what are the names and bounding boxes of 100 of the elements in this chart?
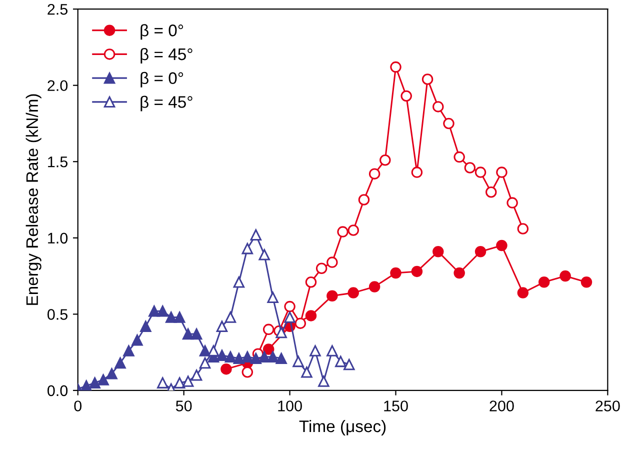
- point: [580, 276, 592, 288]
- point: [190, 370, 202, 381]
- point: [337, 226, 348, 238]
- point: [506, 197, 518, 208]
- point: [250, 229, 262, 240]
- point: [538, 276, 550, 288]
- point: [157, 305, 168, 317]
- point: [443, 118, 454, 130]
- point: [380, 154, 391, 166]
- point: [262, 324, 274, 336]
- point: [344, 358, 355, 370]
- legend-label: β = 0°: [140, 24, 184, 40]
- point: [348, 224, 359, 236]
- point: [474, 246, 486, 258]
- point: [258, 351, 270, 363]
- point: [174, 377, 186, 388]
- point: [157, 377, 168, 388]
- point: [411, 166, 423, 178]
- point: [390, 267, 402, 279]
- y-tick-label: 0.0: [47, 385, 68, 396]
- point: [560, 270, 571, 282]
- point: [140, 320, 152, 332]
- point: [242, 351, 254, 363]
- point: [496, 166, 508, 178]
- point: [496, 240, 508, 252]
- point: [220, 363, 232, 375]
- point: [276, 352, 287, 364]
- point: [485, 186, 497, 198]
- point: [517, 223, 529, 234]
- point: [411, 266, 423, 278]
- point: [305, 276, 317, 288]
- x-tick-label: 0: [74, 400, 82, 412]
- legend-label: β = 45°: [140, 48, 192, 64]
- point: [190, 328, 202, 340]
- point: [224, 312, 236, 323]
- point: [310, 345, 321, 356]
- point: [132, 334, 143, 346]
- point: [454, 267, 465, 279]
- point: [199, 357, 211, 369]
- point: [301, 366, 312, 378]
- y-tick-label: 2.0: [48, 80, 68, 92]
- point: [464, 162, 476, 174]
- point: [326, 345, 338, 356]
- point: [216, 350, 228, 361]
- point: [216, 320, 228, 332]
- y-tick-label: 1.5: [48, 156, 68, 168]
- point: [305, 310, 317, 322]
- x-tick-label: 250: [596, 400, 620, 412]
- point: [182, 376, 194, 387]
- point: [174, 312, 186, 323]
- point: [106, 368, 118, 380]
- point: [368, 168, 380, 180]
- point: [89, 377, 100, 388]
- point: [250, 352, 262, 364]
- point: [284, 312, 296, 323]
- point: [316, 262, 328, 274]
- point: [474, 166, 486, 178]
- point: [165, 312, 177, 323]
- point: [454, 151, 465, 163]
- point: [326, 290, 338, 302]
- point: [432, 246, 444, 258]
- point: [517, 287, 529, 298]
- point: [358, 194, 370, 206]
- point: [233, 276, 245, 288]
- point: [262, 344, 274, 355]
- point: [292, 356, 304, 368]
- x-axis-title: Time (μsec): [299, 420, 386, 436]
- point: [267, 292, 278, 304]
- point: [114, 357, 126, 369]
- point: [208, 345, 220, 356]
- y-tick-label: 2.5: [48, 4, 68, 15]
- legend-label: β = 0°: [140, 72, 184, 88]
- point: [422, 74, 434, 85]
- point: [148, 305, 160, 317]
- point: [123, 345, 134, 356]
- point: [233, 352, 245, 364]
- point: [267, 351, 278, 363]
- point: [284, 300, 296, 312]
- point: [326, 256, 338, 268]
- point: [242, 242, 254, 254]
- point: [258, 249, 270, 260]
- point: [80, 380, 92, 390]
- x-tick-label: 150: [384, 400, 408, 412]
- point: [199, 345, 211, 356]
- point: [368, 281, 380, 292]
- point: [224, 351, 236, 363]
- legend-label: β = 45°: [140, 96, 192, 112]
- x-tick-label: 50: [176, 400, 192, 412]
- point: [294, 318, 306, 329]
- y-tick-label: 0.5: [47, 309, 68, 320]
- point: [390, 61, 402, 73]
- point: [432, 101, 444, 112]
- x-tick-label: 100: [278, 400, 302, 412]
- point: [348, 287, 359, 298]
- point: [98, 374, 109, 386]
- y-axis-title: Energy Release Rate (kN/m): [26, 94, 42, 305]
- point: [242, 366, 254, 378]
- point: [182, 328, 194, 340]
- y-tick-label: 1.0: [48, 232, 68, 244]
- point: [335, 356, 346, 368]
